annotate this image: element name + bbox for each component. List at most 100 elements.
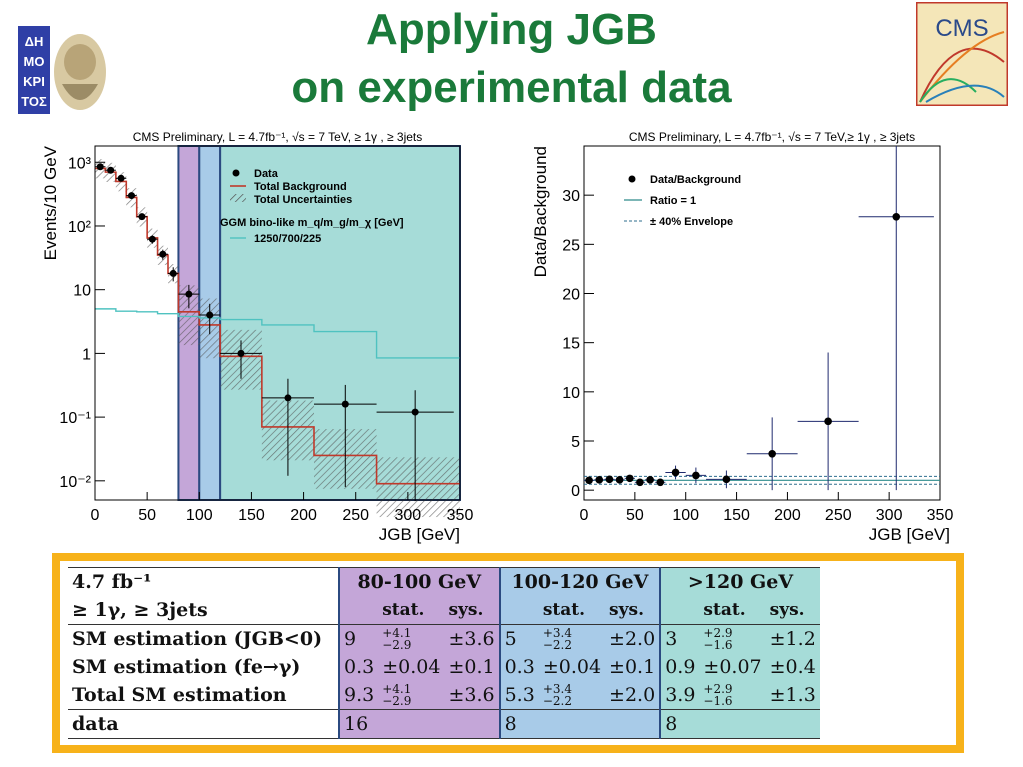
slide-title-line1: Applying JGB [366,5,657,54]
col-stat: stat. [699,596,766,625]
data-point [625,474,634,483]
legend-ratio: Data/Background [650,174,741,186]
uncertainty-band [376,457,460,518]
slide-title-line2: on experimental data [291,63,732,112]
left-chart: CMS Preliminary, L = 4.7fb⁻¹, √s = 7 TeV… [41,130,474,544]
sm-estimation-table: 4.7 fb⁻¹ 80-100 GeV 100-120 GeV >120 GeV… [68,567,820,739]
plot-frame [94,145,461,501]
table-row: data 16 8 8 [68,709,820,739]
legend-ggm-masses: 1250/700/225 [254,233,321,245]
data-point [722,475,731,484]
legend-envelope: ± 40% Envelope [650,216,733,228]
data-point [107,166,115,174]
y-tick-label: 10 [73,283,91,300]
data-point [169,269,177,277]
legend-ggm: GGM bino-like m_q/m_g/m_χ [GeV] [220,217,404,229]
y-axis-label: Events/10 GeV [41,145,60,260]
data-point [411,408,419,416]
data-point [646,476,654,484]
plot-area [583,145,941,501]
x-tick-label: 200 [774,507,801,524]
table-group-100-120: 100-120 GeV [498,567,661,596]
y-tick-label: 1 [82,346,91,363]
data-point [585,476,593,485]
legend-unc: Total Uncertainties [254,194,352,206]
x-tick-label: 0 [91,507,100,524]
data-point [692,471,700,480]
table-lumi: 4.7 fb⁻¹ [68,567,339,596]
x-axis-label: JGB [GeV] [379,525,460,544]
data-point [138,213,146,221]
legend-ratio-marker [628,175,636,183]
data-point [237,349,245,357]
sm-estimation-table-frame: 4.7 fb⁻¹ 80-100 GeV 100-120 GeV >120 GeV… [52,553,964,753]
x-tick-label: 150 [723,507,750,524]
x-tick-label: 300 [876,507,903,524]
data-point [206,311,214,319]
chart-title: CMS Preliminary, L = 4.7fb⁻¹, √s = 7 TeV… [629,130,915,144]
col-stat: stat. [378,596,445,625]
data-point [671,468,680,477]
table-row: Total SM estimation 9.3 +4.1 −2.9 ±3.6 5.… [68,681,820,710]
y-tick-label: 5 [571,434,580,451]
x-tick-label: 200 [290,507,317,524]
legend-data-marker [232,169,240,177]
y-tick-label: 25 [562,237,580,254]
data-point [605,475,614,484]
table-group-80-100: 80-100 GeV [338,567,500,596]
x-tick-label: 100 [672,507,699,524]
y-tick-label: 0 [571,483,580,500]
y-tick-label: 15 [562,336,580,353]
data-point [128,192,135,200]
x-tick-label: 150 [238,507,265,524]
data-point [892,213,901,221]
uncertainty-band [178,285,200,346]
svg-text:CMS: CMS [935,15,988,42]
data-point [768,449,776,458]
y-tick-label: 10³ [68,155,92,172]
y-tick-label: 20 [562,287,580,304]
x-tick-label: 300 [395,507,422,524]
ggm-signal-line [95,308,460,359]
cms-logo: CMS [916,2,1008,106]
data-point [185,290,193,298]
table-cuts: ≥ 1γ, ≥ 3jets [68,596,339,625]
x-tick-label: 250 [825,507,852,524]
democritus-logo: ΔΗ ΜΟ ΚΡΙ ΤΟΣ [18,26,106,114]
y-axis-label: Data/Background [531,146,550,277]
legend-bg: Total Background [254,181,347,193]
col-stat: stat. [538,596,606,625]
x-tick-label: 350 [447,507,474,524]
data-point [824,417,832,426]
data-point [595,476,604,484]
col-sys: sys. [765,596,820,625]
x-tick-label: 350 [927,507,954,524]
x-tick-label: 250 [342,507,369,524]
legend-data: Data [254,168,279,180]
y-tick-label: 10² [68,219,92,236]
data-point [96,163,104,171]
svg-text:ΜΟ: ΜΟ [24,54,45,69]
x-tick-label: 50 [138,507,156,524]
col-sys: sys. [605,596,661,625]
data-point [341,400,349,408]
svg-text:ΤΟΣ: ΤΟΣ [21,94,47,109]
table-row: SM estimation (fe→γ) 0.3 ±0.04 ±0.1 0.3 … [68,653,820,681]
svg-text:ΔΗ: ΔΗ [25,34,44,49]
y-tick-label: 30 [562,188,580,205]
data-point [148,235,156,243]
table-group-120plus: >120 GeV [659,567,820,596]
col-sys: sys. [444,596,500,625]
x-tick-label: 50 [626,507,644,524]
chart-title: CMS Preliminary, L = 4.7fb⁻¹, √s = 7 TeV… [133,130,423,144]
legend-unc-swatch [230,194,246,202]
right-chart: CMS Preliminary, L = 4.7fb⁻¹, √s = 7 TeV… [531,130,954,544]
data-point [615,476,624,484]
data-point [656,478,665,487]
data-point [636,478,644,487]
x-axis-label: JGB [GeV] [869,525,950,544]
data-point [117,174,125,182]
x-tick-label: 100 [186,507,213,524]
svg-text:ΚΡΙ: ΚΡΙ [23,74,45,89]
x-tick-label: 0 [580,507,589,524]
